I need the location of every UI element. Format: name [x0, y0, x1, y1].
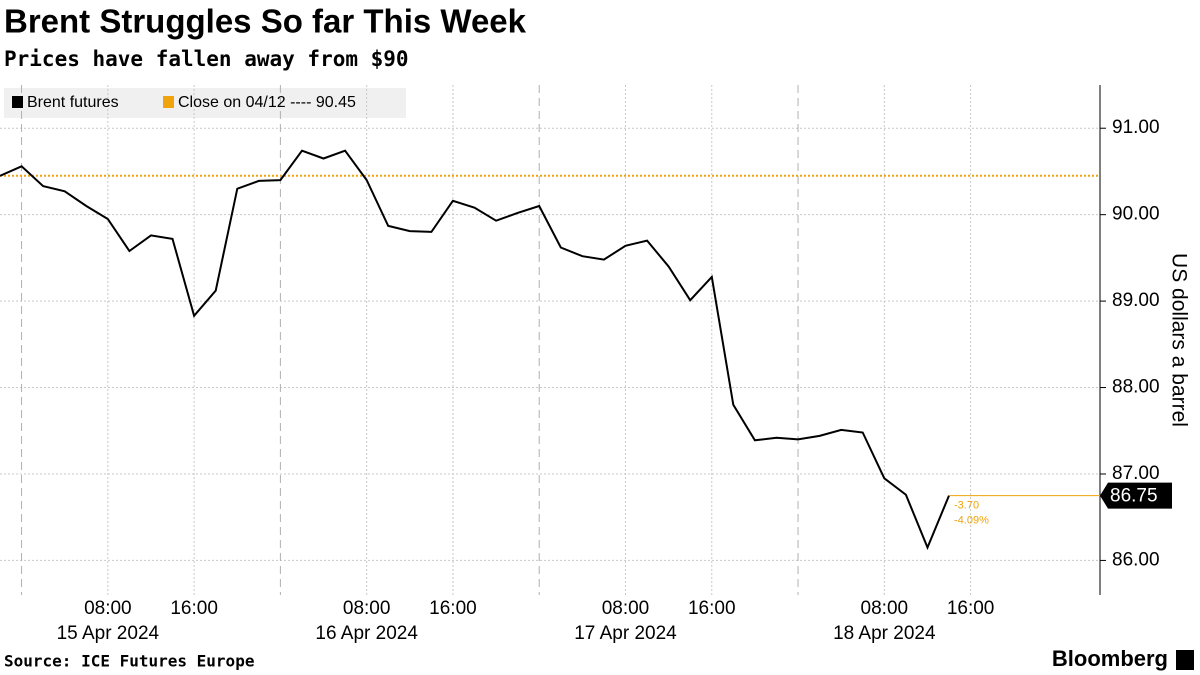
x-date-label: 18 Apr 2024	[833, 623, 936, 644]
x-tick-label: 16:00	[947, 598, 995, 619]
price-line	[0, 149, 950, 551]
x-date-label: 17 Apr 2024	[574, 623, 677, 644]
chart-title: Brent Struggles So far This Week	[4, 3, 527, 40]
x-tick-label: 08:00	[602, 598, 650, 619]
brand: Bloomberg	[1052, 646, 1168, 671]
x-tick-label: 16:00	[429, 598, 477, 619]
y-tick-label: 91.00	[1112, 117, 1160, 138]
x-tick-label: 08:00	[343, 598, 391, 619]
legend-label: Close on 04/12 ---- 90.45	[178, 94, 356, 111]
chart-subtitle: Prices have fallen away from $90	[4, 47, 409, 71]
x-date-label: 16 Apr 2024	[315, 623, 418, 644]
x-tick-label: 16:00	[170, 598, 218, 619]
legend-swatch	[12, 96, 23, 108]
y-tick-label: 87.00	[1112, 463, 1160, 484]
y-tick-label: 90.00	[1112, 204, 1160, 225]
x-tick-label: 08:00	[861, 598, 909, 619]
last-value-badge	[1100, 482, 1172, 509]
x-tick-label: 16:00	[688, 598, 736, 619]
x-tick-label: 08:00	[84, 598, 132, 619]
y-tick-label: 89.00	[1112, 290, 1160, 311]
y-axis-label: US dollars a barrel	[1167, 253, 1190, 427]
change-annotation: -3.70	[954, 499, 979, 511]
legend-swatch	[163, 96, 174, 108]
source: Source: ICE Futures Europe	[4, 652, 254, 671]
y-tick-label: 88.00	[1112, 377, 1160, 398]
last-value-label: 86.75	[1110, 486, 1158, 507]
legend-box	[4, 88, 406, 118]
brand-icon	[1176, 650, 1194, 670]
x-date-label: 15 Apr 2024	[57, 623, 160, 644]
y-tick-label: 86.00	[1112, 549, 1160, 570]
change-annotation: -4.09%	[954, 514, 989, 526]
legend-label: Brent futures	[27, 94, 119, 111]
